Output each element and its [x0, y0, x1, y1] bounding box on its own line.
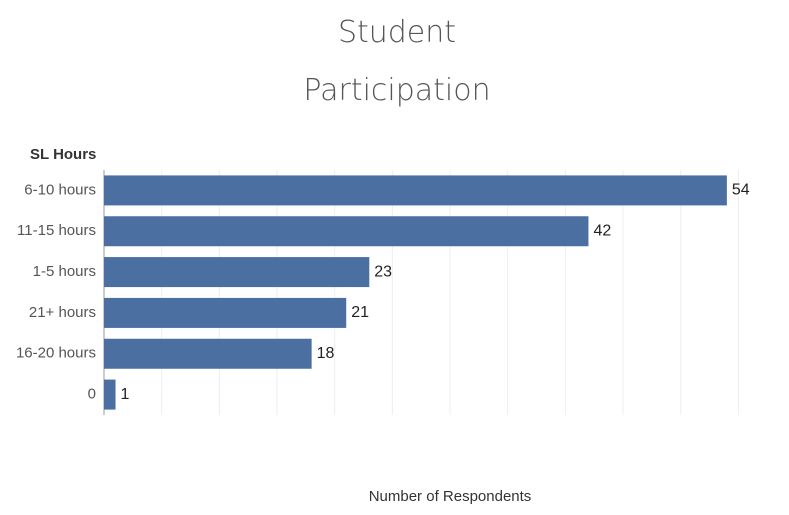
- x-axis-title: Number of Respondents: [369, 488, 532, 505]
- bar: [104, 379, 116, 410]
- data-label: 21: [351, 304, 369, 321]
- data-label: 23: [374, 263, 392, 280]
- chart-title: Student Participation: [303, 15, 491, 108]
- data-label: 18: [317, 345, 335, 362]
- bar: [104, 175, 727, 206]
- data-label: 1: [121, 386, 130, 403]
- y-tick-label: 0: [88, 386, 96, 403]
- data-label: 54: [732, 182, 750, 199]
- bar: [104, 338, 312, 369]
- y-tick-label: 11-15 hours: [17, 222, 96, 239]
- bar: [104, 216, 589, 247]
- y-tick-label: 1-5 hours: [33, 263, 96, 280]
- y-tick-label: 16-20 hours: [16, 345, 96, 362]
- y-tick-label: 21+ hours: [29, 304, 96, 321]
- y-axis-title: SL Hours: [30, 146, 96, 163]
- y-tick-label: 6-10 hours: [24, 181, 96, 198]
- data-label: 42: [593, 222, 611, 239]
- bar: [104, 297, 347, 328]
- bar: [104, 257, 370, 288]
